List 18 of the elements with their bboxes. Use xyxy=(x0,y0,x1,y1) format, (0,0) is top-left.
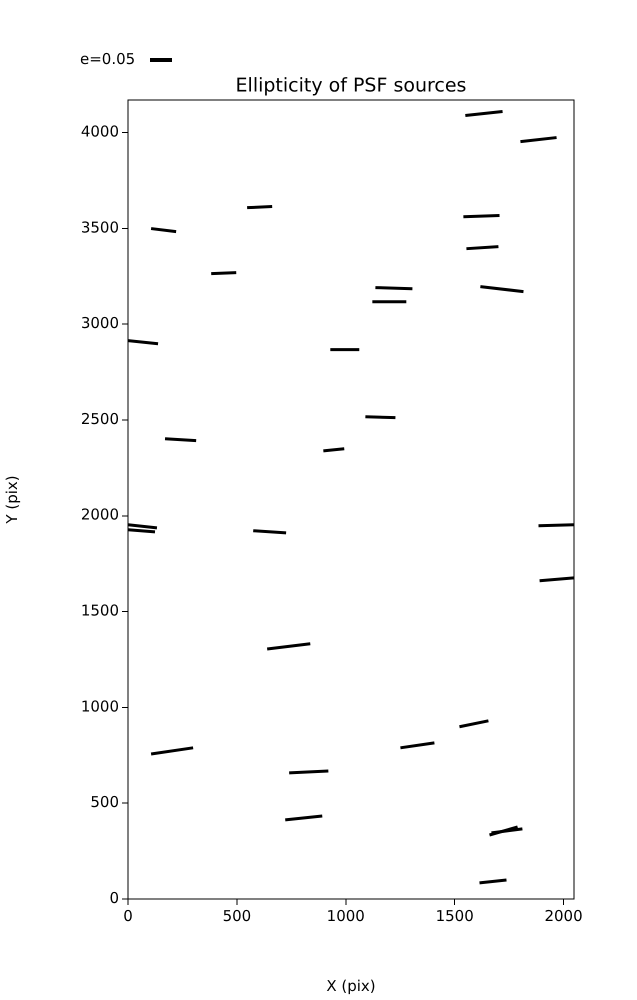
y-tick-label: 2000 xyxy=(80,506,119,524)
x-tick-label: 1000 xyxy=(326,906,365,925)
y-tick-label: 0 xyxy=(109,888,119,907)
x-tick-label: 0 xyxy=(123,906,133,925)
x-tick-label: 500 xyxy=(222,906,252,925)
y-tick-label: 3500 xyxy=(80,218,119,236)
y-tick-label: 1000 xyxy=(80,697,119,716)
text: e=0.05 xyxy=(80,50,136,68)
y-tick-label: 4000 xyxy=(80,122,119,140)
y-axis-title: Y (pix) xyxy=(2,475,21,525)
y-tick-label: 1500 xyxy=(80,601,119,620)
y-tick-label: 500 xyxy=(90,793,119,812)
chart-title: Ellipticity of PSF sources xyxy=(236,74,466,96)
x-tick-label: 2000 xyxy=(544,906,583,925)
y-tick-label: 3000 xyxy=(80,314,119,332)
y-tick-label: 2500 xyxy=(80,410,119,428)
x-axis-title: X (pix) xyxy=(326,976,376,995)
x-tick-label: 1500 xyxy=(436,906,474,925)
